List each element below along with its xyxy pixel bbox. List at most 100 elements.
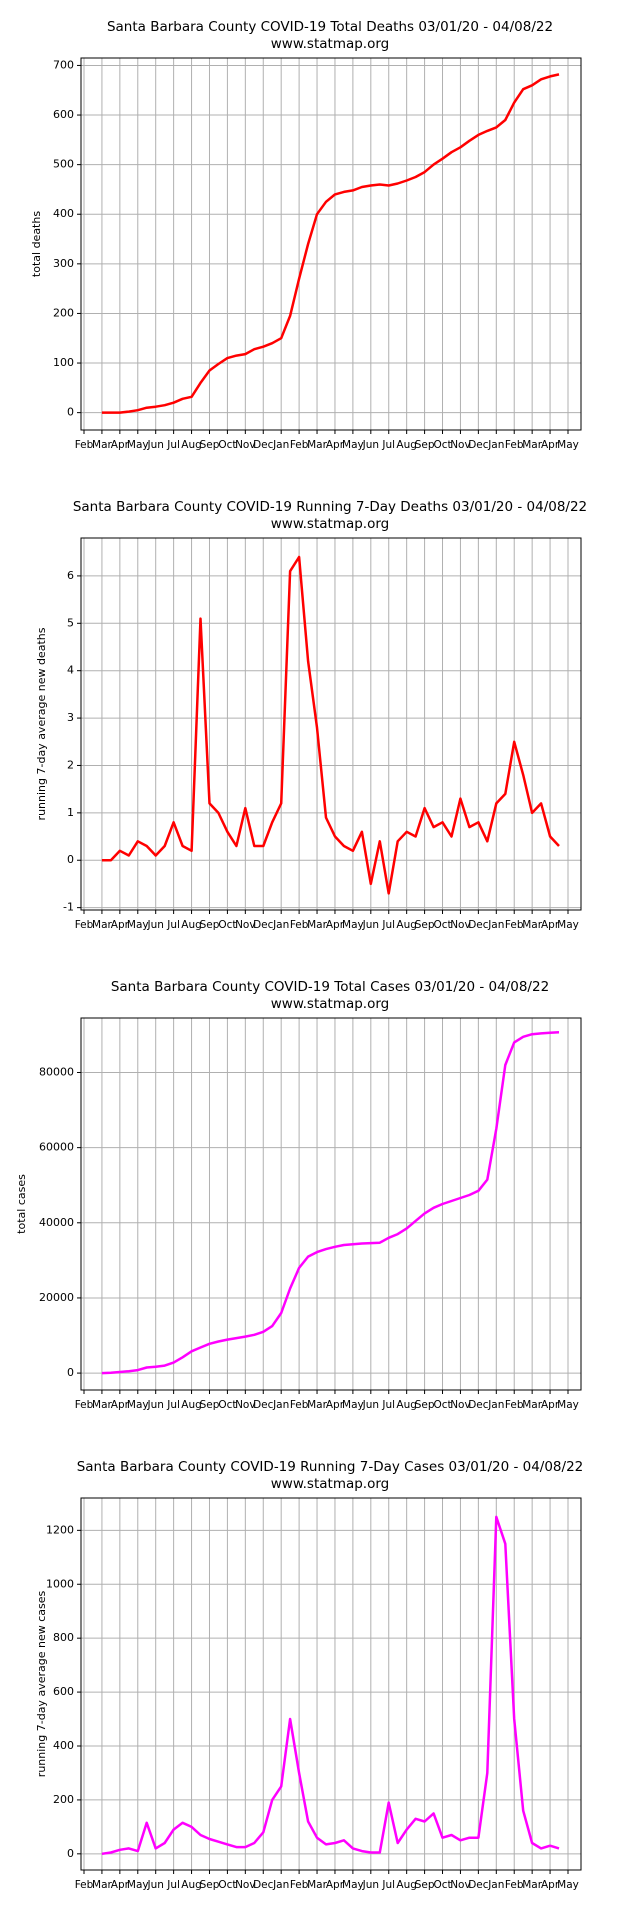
- y-tick-label: 20000: [39, 1291, 74, 1304]
- x-tick-label: Feb: [290, 439, 309, 451]
- x-tick-label: Apr: [541, 1399, 560, 1411]
- x-tick-label: Sep: [200, 919, 220, 931]
- x-tick-label: May: [557, 439, 579, 451]
- x-tick-label: Jun: [147, 919, 164, 931]
- x-tick-label: Dec: [468, 439, 489, 451]
- chart-subtitle: www.statmap.org: [271, 996, 390, 1012]
- x-tick-label: Apr: [326, 1879, 345, 1891]
- y-tick-label: 4: [67, 664, 74, 677]
- x-tick-label: Sep: [415, 1399, 435, 1411]
- data-line: [101, 1515, 560, 1856]
- x-tick-label: Aug: [181, 439, 202, 451]
- data-line: [101, 555, 560, 895]
- y-tick-label: 80000: [39, 1065, 74, 1078]
- x-tick-label: Sep: [415, 439, 435, 451]
- x-tick-label: Aug: [396, 1879, 417, 1891]
- x-tick-label: Feb: [75, 1879, 94, 1891]
- y-tick-label: 5: [67, 616, 74, 629]
- y-tick-label: 400: [53, 207, 74, 220]
- x-tick-label: Apr: [326, 1399, 345, 1411]
- x-tick-label: Jun: [147, 439, 164, 451]
- y-tick-label: 0: [67, 1366, 74, 1379]
- x-tick-label: Jan: [487, 439, 504, 451]
- x-tick-label: Jul: [166, 439, 180, 451]
- plot-frame: [80, 1497, 582, 1871]
- chart: Santa Barbara County COVID-19 Total Case…: [15, 979, 582, 1411]
- x-tick-label: Mar: [307, 1879, 327, 1891]
- x-tick-label: Dec: [253, 1399, 274, 1411]
- x-tick-label: Dec: [468, 1399, 489, 1411]
- y-tick-label: 2: [67, 758, 74, 771]
- x-tick-label: Jun: [362, 919, 379, 931]
- x-tick-label: May: [557, 919, 579, 931]
- y-axis-label: total deaths: [30, 211, 43, 277]
- x-tick-label: Jun: [362, 439, 379, 451]
- x-tick-label: Jul: [381, 1879, 395, 1891]
- x-tick-label: Feb: [505, 1399, 524, 1411]
- x-tick-label: Mar: [92, 1879, 112, 1891]
- x-tick-label: May: [342, 439, 364, 451]
- x-tick-label: Mar: [522, 919, 542, 931]
- x-tick-label: Jul: [381, 439, 395, 451]
- x-tick-label: Nov: [235, 919, 256, 931]
- x-tick-label: Apr: [111, 1399, 130, 1411]
- x-tick-label: Mar: [522, 439, 542, 451]
- x-tick-label: Oct: [218, 439, 236, 451]
- chart-subtitle: www.statmap.org: [271, 36, 390, 52]
- x-tick-label: Nov: [450, 439, 471, 451]
- x-tick-label: Mar: [307, 439, 327, 451]
- x-tick-label: Nov: [450, 1879, 471, 1891]
- x-tick-label: May: [557, 1879, 579, 1891]
- x-tick-label: May: [127, 439, 149, 451]
- x-tick-label: Feb: [505, 1879, 524, 1891]
- x-tick-label: Feb: [290, 919, 309, 931]
- x-tick-label: Sep: [415, 919, 435, 931]
- x-tick-label: Mar: [92, 919, 112, 931]
- x-tick-label: Feb: [75, 1399, 94, 1411]
- chart: Santa Barbara County COVID-19 Running 7-…: [35, 1459, 583, 1891]
- chart: Santa Barbara County COVID-19 Running 7-…: [35, 499, 587, 931]
- y-tick-label: 6: [67, 569, 74, 582]
- x-tick-label: May: [342, 1399, 364, 1411]
- x-tick-label: Mar: [307, 919, 327, 931]
- x-tick-label: May: [557, 1399, 579, 1411]
- x-tick-label: Apr: [111, 919, 130, 931]
- x-tick-label: Nov: [235, 439, 256, 451]
- x-tick-label: Jan: [487, 919, 504, 931]
- x-tick-label: Apr: [111, 1879, 130, 1891]
- x-tick-label: Jan: [272, 1399, 289, 1411]
- x-tick-label: Jul: [381, 1399, 395, 1411]
- x-tick-label: May: [127, 1399, 149, 1411]
- x-tick-label: Sep: [200, 1399, 220, 1411]
- y-tick-label: 400: [53, 1739, 74, 1752]
- y-tick-label: 500: [53, 158, 74, 171]
- x-tick-label: Jan: [487, 1879, 504, 1891]
- x-tick-label: Aug: [396, 1399, 417, 1411]
- x-tick-label: Apr: [326, 919, 345, 931]
- x-tick-label: Jun: [147, 1879, 164, 1891]
- x-tick-label: Mar: [307, 1399, 327, 1411]
- x-tick-label: Nov: [450, 919, 471, 931]
- x-tick-label: Feb: [290, 1399, 309, 1411]
- x-tick-label: May: [127, 919, 149, 931]
- chart-title: Santa Barbara County COVID-19 Running 7-…: [77, 1459, 584, 1475]
- x-tick-label: Feb: [505, 439, 524, 451]
- y-tick-label: 200: [53, 1793, 74, 1806]
- x-tick-label: Jun: [362, 1399, 379, 1411]
- y-tick-label: 1000: [46, 1577, 74, 1590]
- x-tick-label: Jul: [166, 1879, 180, 1891]
- x-tick-label: Feb: [75, 919, 94, 931]
- x-tick-label: Nov: [235, 1399, 256, 1411]
- y-tick-label: 1200: [46, 1523, 74, 1536]
- x-tick-label: Feb: [75, 439, 94, 451]
- x-tick-label: Jul: [166, 1399, 180, 1411]
- chart-title: Santa Barbara County COVID-19 Total Case…: [111, 979, 549, 995]
- x-tick-label: Sep: [200, 439, 220, 451]
- x-tick-label: Oct: [433, 919, 451, 931]
- x-tick-label: May: [342, 919, 364, 931]
- x-tick-label: Jan: [272, 1879, 289, 1891]
- x-tick-label: Dec: [468, 919, 489, 931]
- x-tick-label: Apr: [541, 439, 560, 451]
- x-tick-label: Oct: [433, 439, 451, 451]
